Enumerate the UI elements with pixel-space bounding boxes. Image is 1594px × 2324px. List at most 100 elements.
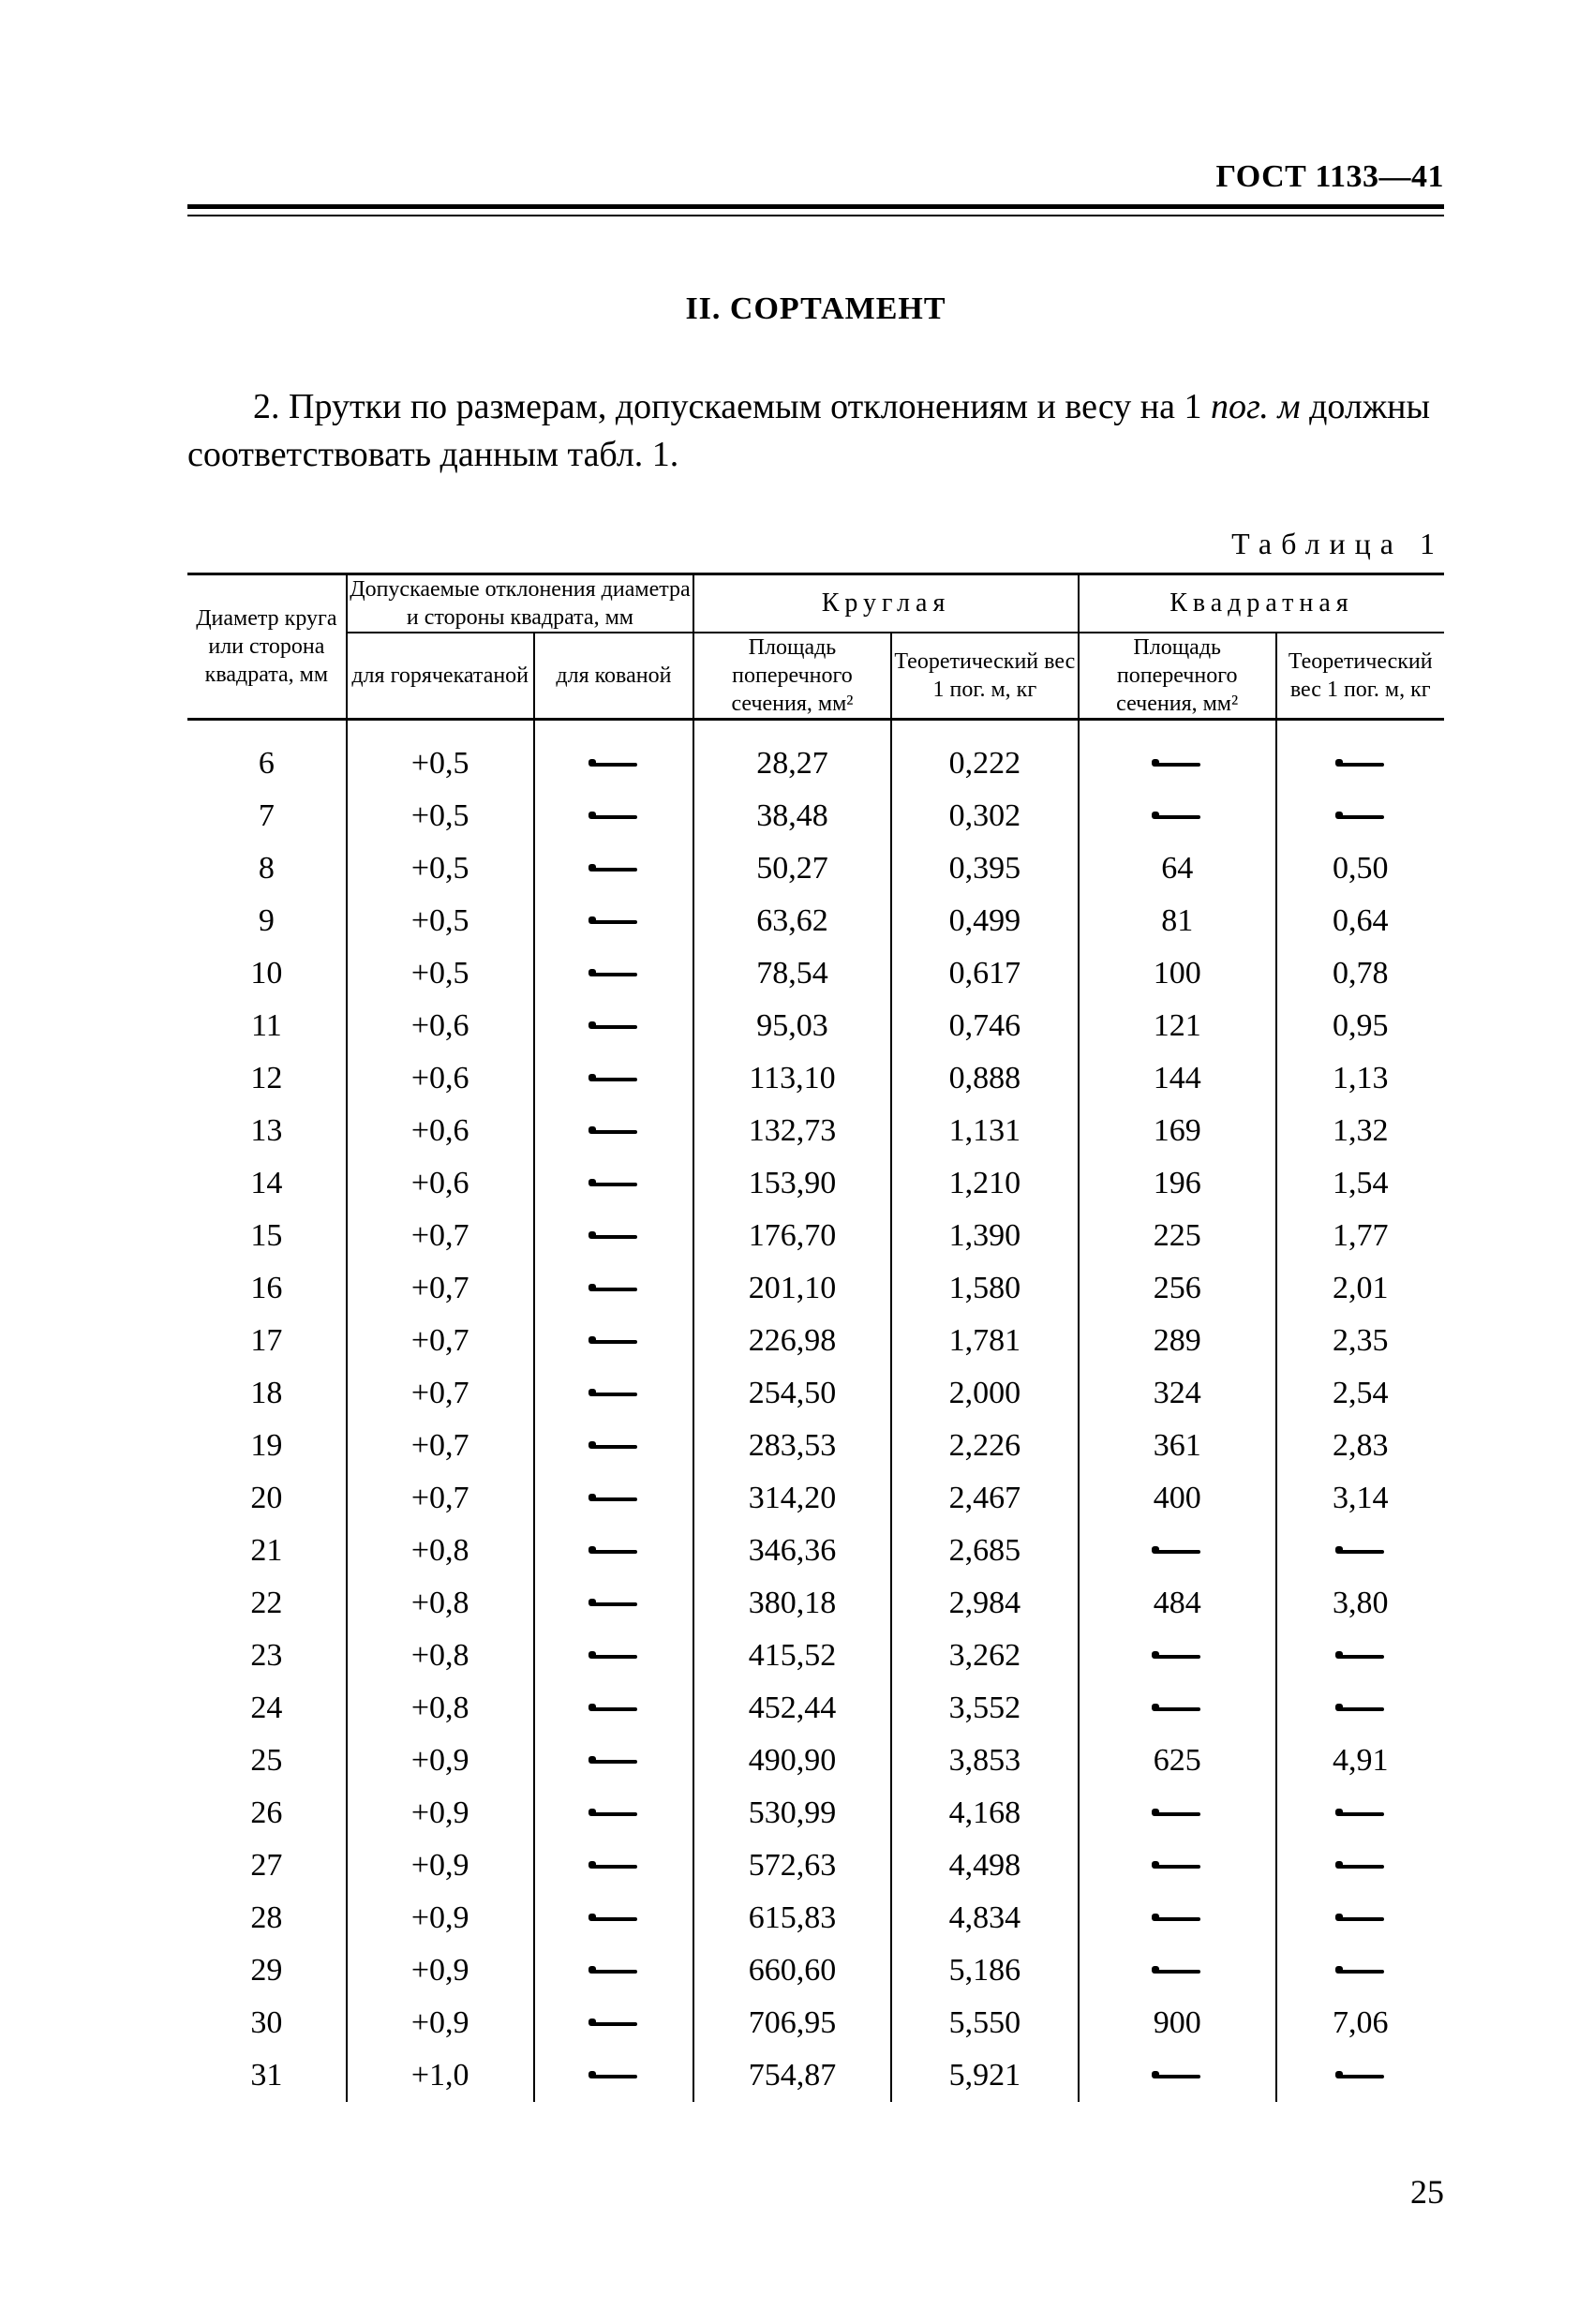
header-round-weight: Теорети­ческий вес 1 пог. м, кг: [891, 633, 1079, 720]
cell-round-area: 113,10: [693, 1052, 891, 1105]
dash-icon: [590, 1281, 637, 1298]
cell-round-weight: 0,888: [891, 1052, 1079, 1105]
cell-round-weight: 2,685: [891, 1525, 1079, 1577]
cell-square-area: [1079, 1840, 1276, 1892]
cell-square-weight: [1276, 790, 1445, 842]
cell-round-area: 201,10: [693, 1262, 891, 1315]
dash-icon: [590, 1911, 637, 1928]
cell-square-weight: [1276, 1944, 1445, 1997]
table-row: 31+1,0754,875,921: [187, 2049, 1444, 2102]
cell-tol-hot: +0,8: [347, 1525, 534, 1577]
dash-icon: [590, 966, 637, 983]
cell-diameter: 15: [187, 1210, 347, 1262]
table-row: 17+0,7226,981,7812892,35: [187, 1315, 1444, 1367]
cell-tol-hot: +0,6: [347, 1105, 534, 1157]
cell-square-weight: [1276, 1840, 1445, 1892]
cell-tol-forged: [534, 895, 693, 947]
cell-round-weight: 0,302: [891, 790, 1079, 842]
cell-tol-hot: +0,9: [347, 1892, 534, 1944]
cell-round-area: 490,90: [693, 1735, 891, 1787]
cell-tol-forged: [534, 1052, 693, 1105]
cell-round-area: 452,44: [693, 1682, 891, 1735]
cell-tol-hot: +0,8: [347, 1577, 534, 1630]
cell-tol-forged: [534, 1997, 693, 2049]
cell-tol-forged: [534, 1420, 693, 1472]
cell-square-weight: 3,14: [1276, 1472, 1445, 1525]
cell-round-area: 176,70: [693, 1210, 891, 1262]
cell-diameter: 14: [187, 1157, 347, 1210]
dash-icon: [1337, 1648, 1384, 1665]
cell-diameter: 12: [187, 1052, 347, 1105]
dash-icon: [590, 914, 637, 931]
cell-tol-hot: +0,6: [347, 1157, 534, 1210]
cell-tol-forged: [534, 2049, 693, 2102]
dash-icon: [1337, 809, 1384, 826]
cell-round-weight: 0,746: [891, 1000, 1079, 1052]
table-caption: Таблица 1: [187, 527, 1444, 561]
cell-square-area: [1079, 1525, 1276, 1577]
cell-square-weight: 7,06: [1276, 1997, 1445, 2049]
cell-round-weight: 4,834: [891, 1892, 1079, 1944]
cell-square-area: [1079, 1682, 1276, 1735]
dash-icon: [590, 1701, 637, 1718]
cell-square-area: [1079, 1892, 1276, 1944]
cell-square-weight: [1276, 2049, 1445, 2102]
cell-round-area: 226,98: [693, 1315, 891, 1367]
dash-icon: [1154, 1648, 1200, 1665]
cell-diameter: 7: [187, 790, 347, 842]
cell-square-area: [1079, 1944, 1276, 1997]
cell-round-area: 95,03: [693, 1000, 891, 1052]
cell-tol-forged: [534, 947, 693, 1000]
cell-square-weight: 3,80: [1276, 1577, 1445, 1630]
cell-square-area: 484: [1079, 1577, 1276, 1630]
cell-round-area: 415,52: [693, 1630, 891, 1682]
table-row: 20+0,7314,202,4674003,14: [187, 1472, 1444, 1525]
cell-tol-hot: +0,9: [347, 1735, 534, 1787]
cell-square-area: 169: [1079, 1105, 1276, 1157]
cell-square-area: [1079, 790, 1276, 842]
cell-square-area: [1079, 1787, 1276, 1840]
cell-diameter: 20: [187, 1472, 347, 1525]
dash-icon: [1337, 1858, 1384, 1875]
cell-square-area: [1079, 719, 1276, 790]
cell-square-area: 361: [1079, 1420, 1276, 1472]
cell-diameter: 13: [187, 1105, 347, 1157]
cell-square-weight: 0,50: [1276, 842, 1445, 895]
dash-icon: [1154, 1911, 1200, 1928]
table-body: 6+0,528,270,2227+0,538,480,3028+0,550,27…: [187, 719, 1444, 2102]
table-row: 22+0,8380,182,9844843,80: [187, 1577, 1444, 1630]
cell-tol-forged: [534, 1892, 693, 1944]
dash-icon: [590, 1963, 637, 1980]
cell-tol-hot: +0,8: [347, 1630, 534, 1682]
cell-round-weight: 2,984: [891, 1577, 1079, 1630]
cell-square-area: 81: [1079, 895, 1276, 947]
cell-round-weight: 5,186: [891, 1944, 1079, 1997]
page-number: 25: [1410, 2172, 1444, 2212]
cell-tol-hot: +0,6: [347, 1052, 534, 1105]
cell-round-weight: 2,000: [891, 1367, 1079, 1420]
cell-round-area: 132,73: [693, 1105, 891, 1157]
table-row: 16+0,7201,101,5802562,01: [187, 1262, 1444, 1315]
cell-diameter: 10: [187, 947, 347, 1000]
cell-round-area: 660,60: [693, 1944, 891, 1997]
cell-square-weight: 1,77: [1276, 1210, 1445, 1262]
cell-round-area: 380,18: [693, 1577, 891, 1630]
cell-tol-hot: +0,5: [347, 790, 534, 842]
table-row: 14+0,6153,901,2101961,54: [187, 1157, 1444, 1210]
table-row: 26+0,9530,994,168: [187, 1787, 1444, 1840]
cell-square-area: 289: [1079, 1315, 1276, 1367]
table-row: 11+0,695,030,7461210,95: [187, 1000, 1444, 1052]
dash-icon: [1154, 1543, 1200, 1560]
cell-square-weight: 1,32: [1276, 1105, 1445, 1157]
dash-icon: [590, 1753, 637, 1770]
dash-icon: [590, 1019, 637, 1035]
cell-square-weight: [1276, 719, 1445, 790]
dash-icon: [1337, 1911, 1384, 1928]
header-square-group: Квадратная: [1079, 574, 1444, 633]
cell-tol-forged: [534, 1367, 693, 1420]
cell-round-area: 78,54: [693, 947, 891, 1000]
header-tol-hot: для горяче­катаной: [347, 633, 534, 720]
cell-round-area: 254,50: [693, 1367, 891, 1420]
cell-tol-hot: +0,9: [347, 1997, 534, 2049]
header-square-weight: Теорети­ческий вес 1 пог. м, кг: [1276, 633, 1445, 720]
